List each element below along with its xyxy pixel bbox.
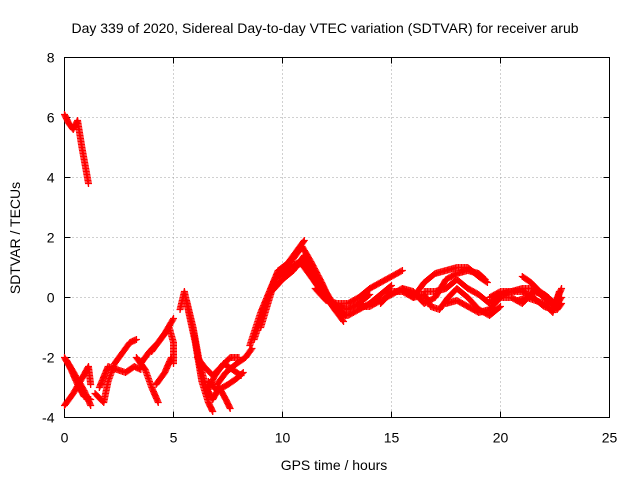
y-tick-label: -2	[42, 350, 55, 366]
x-tick-label: 15	[384, 430, 400, 446]
data-point	[209, 408, 217, 415]
data-point	[87, 402, 95, 409]
data-point	[226, 405, 234, 412]
satellite-track	[514, 288, 563, 316]
x-tick-label: 20	[493, 430, 509, 446]
data-point	[238, 370, 246, 377]
satellite-track	[311, 267, 406, 307]
data-point	[386, 283, 394, 290]
data-point	[239, 369, 247, 376]
data-point	[482, 278, 490, 286]
satellite-track	[63, 357, 95, 409]
data-point	[247, 346, 255, 354]
x-tick-label: 25	[602, 430, 618, 446]
data-point	[558, 300, 566, 307]
chart-title: Day 339 of 2020, Sidereal Day-to-day VTE…	[71, 20, 578, 36]
grid	[64, 57, 610, 418]
data-point	[364, 292, 372, 299]
satellite-track	[95, 363, 145, 391]
x-tick-label: 5	[170, 430, 178, 446]
x-tick-label: 0	[61, 430, 69, 446]
satellite-track	[91, 336, 140, 406]
y-tick-label: 0	[47, 290, 55, 306]
data-point	[170, 315, 177, 322]
x-axis-label: GPS time / hours	[281, 457, 388, 473]
data-point	[339, 316, 347, 324]
satellite-track	[61, 111, 92, 187]
satellite-track	[204, 369, 247, 394]
satellite-track	[148, 324, 177, 367]
x-tick-label: 10	[275, 430, 291, 446]
data-point	[555, 288, 563, 295]
data-point	[388, 282, 395, 289]
data-point	[300, 237, 308, 244]
satellite-track	[213, 345, 256, 388]
data-point	[299, 238, 307, 246]
data-point	[495, 304, 503, 311]
y-tick-label: -4	[42, 410, 55, 426]
satellite-track	[152, 354, 175, 388]
y-tick-label: 2	[47, 230, 55, 246]
data-point	[169, 316, 177, 324]
data-point	[398, 267, 406, 274]
data-point	[497, 303, 504, 310]
y-tick-label: 6	[47, 110, 55, 126]
y-tick-label: 8	[47, 50, 55, 66]
y-tick-label: 4	[47, 170, 55, 186]
y-axis-label: SDTVAR / TECUs	[7, 182, 23, 294]
data-point	[366, 291, 374, 298]
data-point	[397, 267, 405, 275]
data-points	[61, 111, 566, 415]
data-point	[84, 180, 92, 187]
data-point	[340, 318, 348, 325]
data-point	[483, 279, 491, 286]
data-point	[154, 399, 162, 406]
data-point	[132, 336, 140, 343]
axis-ticks: 0 5 10 15 20 25 -4 -2 0 2 4 6 8	[42, 50, 617, 446]
data-point	[87, 381, 95, 388]
data-point	[167, 354, 175, 361]
